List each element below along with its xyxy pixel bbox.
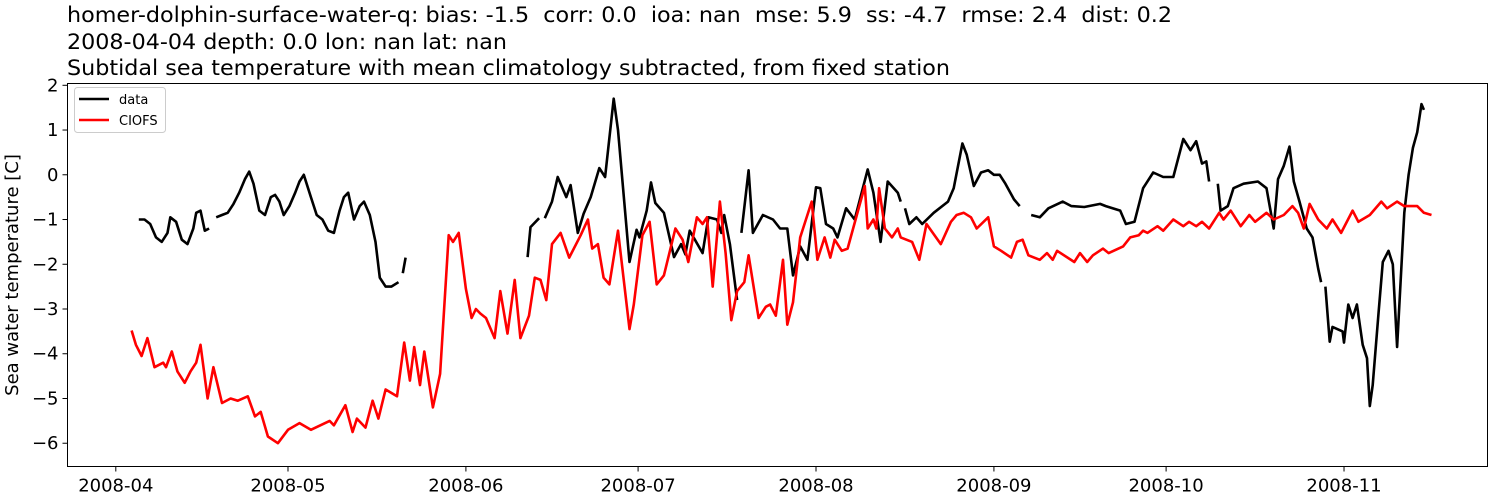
x-tick-label: 2008-05 xyxy=(250,476,325,497)
y-tick-label: −4 xyxy=(32,344,59,365)
y-tick-label: −5 xyxy=(32,388,59,409)
series-line-data xyxy=(138,97,1426,408)
chart-title-line-3: Subtidal sea temperature with mean clima… xyxy=(67,56,950,80)
plot-frame xyxy=(67,83,1488,467)
x-tick-label: 2008-11 xyxy=(1306,476,1381,497)
x-axis: 2008-04 2008-05 2008-06 2008-07 2008-08 2008-… xyxy=(78,466,1382,497)
y-axis-label: Sea water temperature [C] xyxy=(2,154,23,396)
y-tick-label: −1 xyxy=(32,210,59,231)
y-tick-label: −3 xyxy=(32,299,59,320)
x-tick-label: 2008-10 xyxy=(1128,476,1203,497)
legend-label-data: data xyxy=(119,93,148,108)
y-tick-label: −6 xyxy=(32,433,59,454)
y-tick-label: 0 xyxy=(47,165,58,186)
y-tick-label: 2 xyxy=(47,75,58,96)
chart-title-line-2: 2008-04-04 depth: 0.0 lon: nan lat: nan xyxy=(67,30,507,54)
legend-label-ciofs: CIOFS xyxy=(119,114,158,129)
series-layer xyxy=(130,97,1432,445)
x-tick-label: 2008-08 xyxy=(778,476,853,497)
series-line-ciofs xyxy=(130,184,1432,445)
chart-title-line-1: homer-dolphin-surface-water-q: bias: -1.… xyxy=(67,3,1172,27)
x-tick-label: 2008-06 xyxy=(428,476,503,497)
x-tick-label: 2008-04 xyxy=(78,476,153,497)
y-tick-label: 1 xyxy=(47,120,58,141)
x-tick-label: 2008-07 xyxy=(600,476,675,497)
legend: data CIOFS xyxy=(74,87,166,133)
y-axis: 2 1 0 −1 −2 −3 −4 −5 −6 xyxy=(32,75,68,454)
y-tick-label: −2 xyxy=(32,254,59,275)
x-tick-label: 2008-09 xyxy=(956,476,1031,497)
